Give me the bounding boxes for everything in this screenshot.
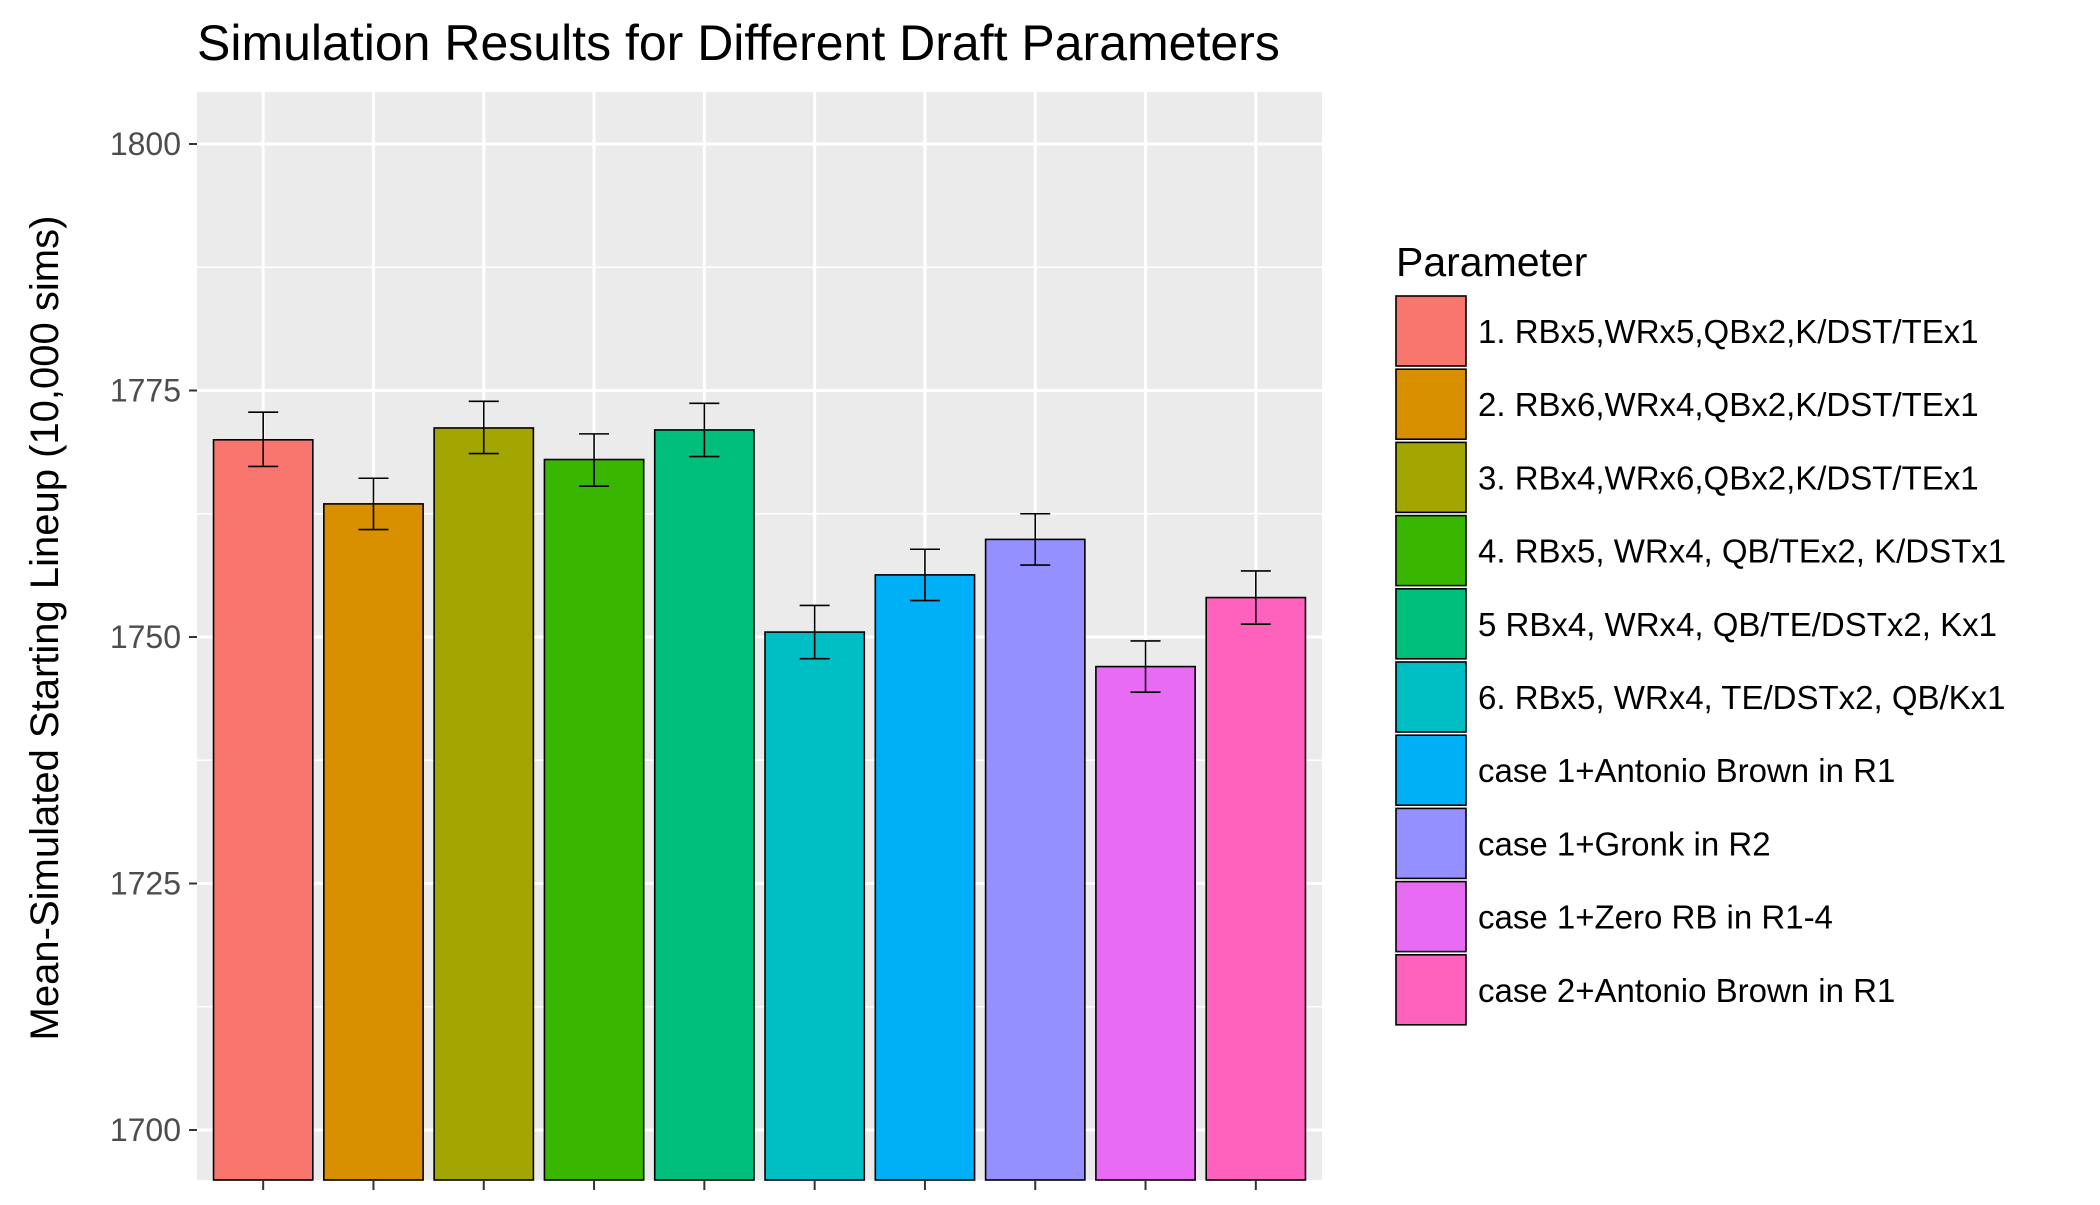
legend-key	[1395, 514, 1467, 587]
bar	[433, 427, 535, 1181]
legend-label: case 1+Zero RB in R1-4	[1478, 899, 1833, 936]
legend-label: 2. RBx6,WRx4,QBx2,K/DST/TEx1	[1478, 386, 1979, 423]
y-tick-label: 1750	[110, 619, 181, 655]
legend-key	[1395, 295, 1467, 367]
legend-key	[1395, 441, 1467, 514]
legend-label: case 1+Antonio Brown in R1	[1478, 752, 1895, 789]
bar	[984, 538, 1086, 1181]
y-axis-label: Mean-Simulated Starting Lineup (10,000 s…	[23, 216, 67, 1041]
legend-label: 3. RBx4,WRx6,QBx2,K/DST/TEx1	[1478, 459, 1979, 496]
bar	[543, 458, 645, 1181]
legend-key	[1395, 807, 1467, 880]
y-tick-label: 1775	[110, 373, 181, 409]
legend-key	[1395, 661, 1467, 733]
axes: 1700 1725 1750 1775 1800	[110, 126, 1257, 1190]
legend-label: case 1+Gronk in R2	[1478, 825, 1771, 862]
legend-label: case 2+Antonio Brown in R1	[1478, 972, 1895, 1009]
chart-title: Simulation Results for Different Draft P…	[197, 15, 1280, 71]
legend-label: 6. RBx5, WRx4, TE/DSTx2, QB/Kx1	[1478, 679, 2006, 716]
bar	[1095, 665, 1196, 1181]
legend-key	[1395, 953, 1467, 1026]
legend-key	[1395, 368, 1467, 441]
y-tick-label: 1725	[110, 866, 181, 902]
bar	[212, 438, 314, 1181]
legend-key	[1395, 880, 1467, 953]
bar	[1205, 596, 1307, 1181]
bar	[874, 574, 976, 1181]
bar	[764, 631, 866, 1181]
legend-key	[1395, 734, 1467, 807]
legend-key	[1395, 587, 1467, 660]
bar	[323, 503, 424, 1181]
legend-label: 1. RBx5,WRx5,QBx2,K/DST/TEx1	[1478, 313, 1979, 350]
legend-label: 4. RBx5, WRx4, QB/TEx2, K/DSTx1	[1478, 533, 2006, 570]
y-tick-label: 1800	[110, 126, 181, 162]
y-tick-label: 1700	[110, 1112, 181, 1148]
legend: 1. RBx5,WRx5,QBx2,K/DST/TEx1 2. RBx6,WRx4…	[1395, 295, 2006, 1026]
bar	[653, 429, 755, 1181]
error-bars	[248, 400, 1271, 694]
legend-title: Parameter	[1396, 239, 1587, 285]
legend-label: 5 RBx4, WRx4, QB/TE/DSTx2, Kx1	[1478, 606, 1997, 643]
bars	[212, 427, 1307, 1181]
